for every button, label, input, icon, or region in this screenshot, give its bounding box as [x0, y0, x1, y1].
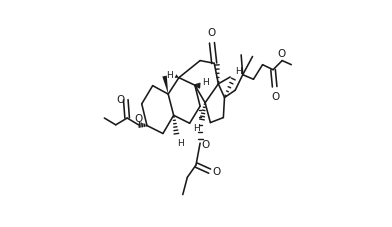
Text: O: O [201, 140, 210, 150]
Text: O: O [208, 28, 216, 38]
Text: O: O [271, 91, 279, 101]
Polygon shape [174, 75, 179, 79]
Text: H: H [193, 124, 200, 133]
Text: H: H [177, 138, 184, 147]
Text: O: O [278, 49, 286, 59]
Text: O: O [134, 114, 142, 123]
Text: H: H [166, 71, 172, 80]
Text: O: O [117, 94, 125, 104]
Text: H: H [202, 77, 209, 86]
Text: O: O [212, 166, 221, 176]
Polygon shape [162, 76, 168, 95]
Text: H: H [236, 67, 242, 76]
